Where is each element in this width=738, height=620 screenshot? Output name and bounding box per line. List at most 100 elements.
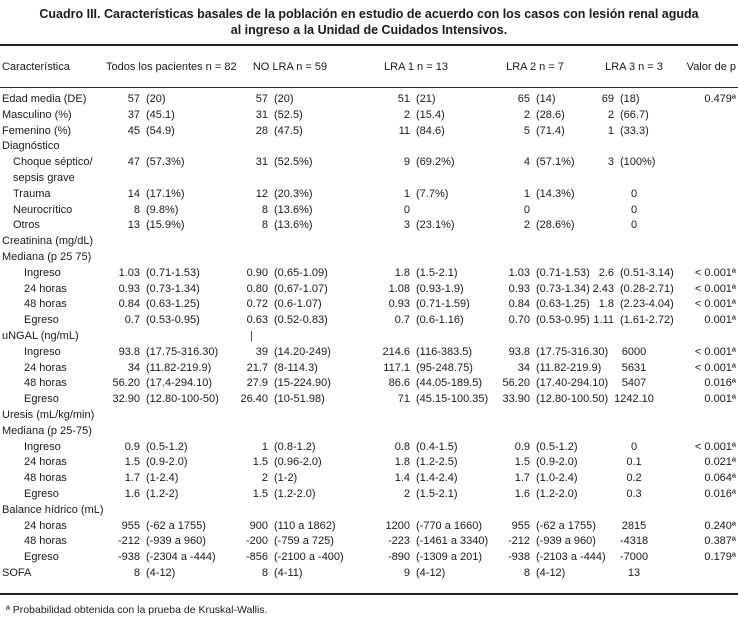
value-cell: 27.9 (15-224.90) [230, 376, 350, 392]
cell-value: 56.20 [112, 377, 140, 390]
p-value-cell: < 0.001ª [694, 440, 736, 453]
table-row: Choque séptico/ sepsis grave 47 (57.3%) 31 (… [0, 155, 738, 187]
table-section-row: uNGAL (ng/mL) | [0, 329, 738, 345]
value-cell: 56.20 (17.40-294.10) [482, 376, 608, 392]
cell-range: (69.2%) [416, 156, 455, 169]
value-cell: 86.6 (44.05-189.5) [350, 376, 482, 392]
cell-value: 1.7 [124, 472, 140, 485]
table-row: Ingreso 93.8 (17.75-316.30) 39 (14.20-249) 21… [0, 345, 738, 361]
value-cell: 5407 [621, 377, 647, 390]
cell-range: (4-11) [274, 566, 303, 579]
p-value-cell: < 0.001ª [694, 298, 736, 311]
value-cell: 0 [630, 219, 638, 232]
row-label: Balance hídrico (mL) [2, 503, 104, 516]
cell-range: (52.5) [274, 108, 303, 121]
cell-value: 33.90 [502, 393, 530, 406]
table-row: Trauma 14 (17.1%) 12 (20.3%) 1 (7.7%) 1 (14.3%) 0 [0, 187, 738, 203]
cell-value: 69 [601, 93, 614, 105]
cell-value: 34 [127, 361, 140, 374]
cell-range: (15.4) [416, 108, 445, 121]
table-row: 24 horas 34 (11.82-219.9) 21.7 (8-114.3) 117.… [0, 361, 738, 377]
cell-range: (20.3%) [274, 187, 313, 200]
p-value-cell: 0.387ª [704, 535, 736, 548]
value-cell: 0.84 (0.63-1.25) [482, 297, 590, 313]
value-cell: -212 (-939 a 960) [106, 534, 230, 550]
value-cell: 9 (69.2%) [350, 155, 482, 171]
cell-value: 57 [255, 93, 268, 105]
cell-value: 117.1 [383, 361, 410, 374]
value-cell: 0.9 (0.5-1.2) [482, 440, 588, 456]
table-row: Egreso 1.6 (1.2-2) 1.5 (1.2-2.0) 2 (1.5-2.1) 1.… [0, 487, 738, 503]
value-cell: 8 (9.8%) [106, 203, 230, 219]
value-cell: 0 [630, 440, 638, 453]
row-label: Uresis (mL/kg/min) [2, 408, 95, 421]
value-cell: 0.93 (0.71-1.59) [350, 297, 482, 313]
value-cell: 13 (15.9%) [106, 218, 230, 234]
cell-range: (0.6-1.16) [416, 314, 464, 327]
cell-range: (1.2-2) [146, 487, 179, 500]
row-label: Ingreso [24, 266, 61, 279]
cell-range: (14) [536, 93, 556, 105]
cell-range: (-759 a 725) [274, 535, 334, 548]
cell-range: (1.2-2.5) [416, 456, 458, 469]
value-cell: 2.6 (0.51-3.14) [588, 266, 680, 282]
table-row: Egreso 0.7 (0.53-0.95) 0.63 (0.52-0.83) 0.7 (0… [0, 313, 738, 329]
value-cell: -938 (-2304 a -444) [106, 550, 230, 566]
cell-range: (-939 a 960) [536, 535, 596, 548]
cell-value: 1 [403, 187, 410, 200]
cell-range: (0.73-1.34) [536, 282, 590, 295]
cell-value: 955 [121, 519, 140, 532]
value-cell: 3 (23.1%) [350, 218, 482, 234]
cell-range: (0.5-1.2) [146, 440, 188, 453]
table-row: Egreso -938 (-2304 a -444) -856 (-2100 a -40… [0, 550, 738, 566]
cell-value: 1.4 [394, 472, 410, 485]
value-cell: 1 (33.3) [588, 124, 680, 140]
table-section-row: Uresis (mL/kg/min) [0, 408, 738, 424]
value-cell: 12 (20.3%) [230, 187, 350, 203]
row-label: Egreso [24, 551, 59, 564]
row-label: SOFA [2, 566, 32, 579]
value-cell: 37 (45.1) [106, 108, 230, 124]
p-value-cell: 0.016ª [704, 377, 736, 390]
value-cell: 1.7 (1.0-2.4) [482, 471, 588, 487]
value-cell: 0 [630, 203, 638, 216]
row-label: Otros [13, 219, 40, 232]
cell-range: (11.82-219.9) [146, 361, 212, 374]
cell-value: 12 [255, 187, 268, 200]
cell-value: -938 [117, 551, 140, 564]
cell-range: (44.05-189.5) [416, 377, 483, 390]
value-cell: 1242.10 [614, 393, 654, 406]
value-cell: -4318 [619, 535, 649, 548]
cell-value: 26.40 [240, 393, 268, 406]
value-cell: 26.40 (10-51.98) [230, 392, 350, 408]
value-cell: 1.7 (1-2.4) [106, 471, 230, 487]
cell-range: (57.1%) [536, 156, 575, 169]
cell-value: 5 [523, 124, 530, 137]
value-cell: 0.7 (0.53-0.95) [106, 313, 230, 329]
cell-value: 65 [517, 93, 530, 105]
cell-value: 51 [397, 93, 410, 105]
cell-value: -212 [507, 535, 530, 548]
cell-range: (18) [620, 93, 640, 105]
cell-value: 2.6 [598, 266, 614, 279]
cell-range: (47.5) [274, 124, 303, 137]
value-cell: 11 (84.6) [350, 124, 482, 140]
p-value-cell: < 0.001ª [694, 266, 736, 279]
value-cell: 8 (13.6%) [230, 218, 350, 234]
cell-value: 955 [511, 519, 530, 532]
value-cell: 45 (54.9) [106, 124, 230, 140]
row-label: 24 horas [24, 361, 67, 374]
table-row: Masculino (%) 37 (45.1) 31 (52.5) 2 (15.4) 2 (28… [0, 108, 738, 124]
row-label: uNGAL (ng/mL) [2, 329, 79, 342]
value-cell: 9 (4-12) [350, 566, 482, 582]
value-cell: -938 (-2103 a -444) [482, 550, 606, 566]
cell-value: 1.11 [593, 314, 614, 327]
table-section-row: Balance hídrico (mL) [0, 503, 738, 519]
value-cell: 0.70 (0.53-0.95) [482, 313, 590, 329]
cell-value: 13 [127, 219, 140, 232]
value-cell: 2.43 (0.28-2.71) [588, 282, 680, 298]
table-row: 24 horas 0.93 (0.73-1.34) 0.80 (0.67-1.07) 1.… [0, 282, 738, 298]
value-cell: 31 (52.5) [230, 108, 350, 124]
value-cell: 8 (4-11) [230, 566, 350, 582]
cell-value: 39 [255, 345, 268, 358]
